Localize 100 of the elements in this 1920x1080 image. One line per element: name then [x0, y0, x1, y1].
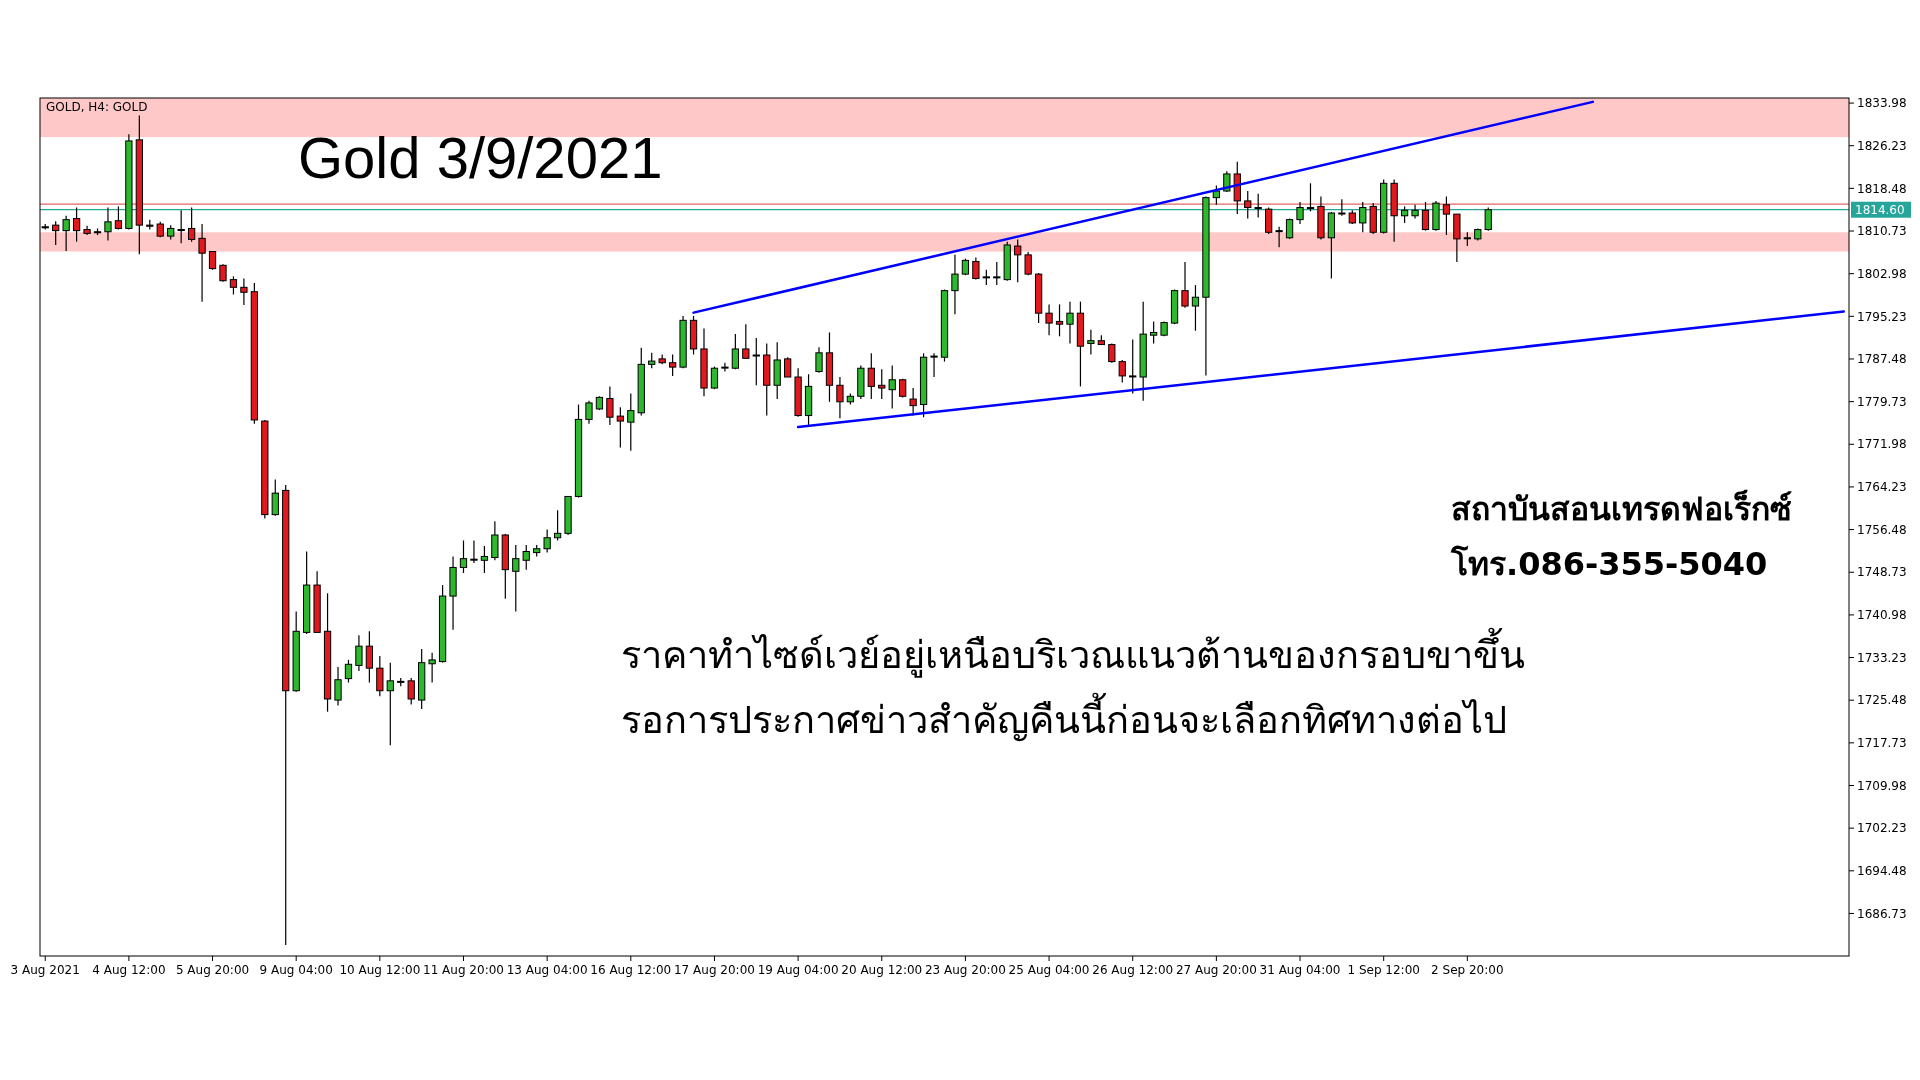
- candlestick: [198, 223, 206, 303]
- x-tick-label: 16 Aug 12:00: [590, 963, 672, 977]
- candlestick: [459, 539, 468, 574]
- candlestick: [365, 630, 374, 684]
- candlestick: [1421, 201, 1430, 232]
- candlestick: [993, 261, 1001, 286]
- candlestick: [627, 392, 635, 452]
- candlestick: [867, 352, 875, 400]
- candlestick: [386, 662, 394, 746]
- candlestick: [334, 666, 342, 707]
- y-tick-label: 1787.48: [1857, 352, 1907, 367]
- candlestick: [240, 277, 248, 306]
- x-tick-label: 23 Aug 20:00: [924, 963, 1006, 977]
- candlestick: [1108, 342, 1116, 364]
- candlestick: [480, 545, 489, 574]
- candlestick: [1296, 201, 1304, 225]
- y-tick-label: 1795.23: [1857, 309, 1907, 324]
- candlestick: [62, 215, 70, 252]
- candlestick: [1066, 301, 1074, 345]
- candlestick: [187, 206, 196, 243]
- x-tick-label: 9 Aug 04:00: [259, 963, 333, 977]
- candlestick: [1411, 204, 1419, 220]
- candlestick: [784, 356, 792, 378]
- y-tick-label: 1764.23: [1857, 480, 1907, 495]
- candlestick: [815, 346, 823, 374]
- y-tick-label: 1756.48: [1857, 522, 1907, 537]
- candlestick: [742, 323, 750, 359]
- y-tick-label: 1686.73: [1857, 906, 1907, 921]
- candlestick: [229, 275, 238, 296]
- candlestick: [951, 254, 959, 315]
- y-tick-label: 1717.73: [1857, 736, 1907, 751]
- y-tick-label: 1802.98: [1857, 266, 1907, 281]
- candlestick: [208, 250, 217, 271]
- candlestick: [553, 509, 562, 542]
- candlestick: [752, 337, 760, 386]
- y-tick-label: 1694.48: [1857, 864, 1907, 879]
- x-tick-label: 10 Aug 12:00: [339, 963, 421, 977]
- x-tick-label: 20 Aug 12:00: [841, 963, 923, 977]
- y-tick-label: 1748.73: [1857, 565, 1907, 580]
- y-tick-label: 1733.23: [1857, 650, 1907, 665]
- candlestick: [407, 677, 415, 706]
- candlestick: [585, 400, 593, 425]
- x-tick-label: 4 Aug 12:00: [92, 963, 166, 977]
- y-tick-label: 1826.23: [1857, 138, 1907, 153]
- candlestick: [177, 209, 185, 244]
- y-tick-label: 1702.23: [1857, 821, 1907, 836]
- candlestick: [1244, 190, 1252, 220]
- candlestick: [721, 362, 729, 373]
- candlestick: [1442, 195, 1451, 236]
- candlestick: [1118, 359, 1126, 384]
- candlestick: [543, 528, 551, 554]
- candlestick: [1191, 284, 1200, 332]
- y-tick-label: 1740.98: [1857, 608, 1907, 623]
- candlestick: [1045, 303, 1053, 336]
- x-tick-label: 5 Aug 20:00: [175, 963, 250, 977]
- candlestick: [606, 385, 614, 426]
- candlestick: [1150, 320, 1158, 345]
- y-tick-label: 1818.48: [1857, 181, 1907, 196]
- candlestick: [1254, 193, 1262, 219]
- candlestick: [104, 206, 112, 242]
- candlestick: [1359, 201, 1367, 233]
- candlestick: [1484, 206, 1492, 232]
- x-tick-label: 1 Sep 12:00: [1347, 963, 1420, 977]
- y-tick-label: 1725.48: [1857, 693, 1907, 708]
- ref-line-label: 1814.60: [1855, 202, 1905, 217]
- candlestick: [1306, 182, 1315, 212]
- y-tick-label: 1709.98: [1857, 778, 1907, 793]
- candlestick: [355, 634, 363, 672]
- annotation: โทร.086-355-5040: [1450, 545, 1768, 583]
- candlestick: [1181, 261, 1189, 309]
- y-tick-label: 1779.73: [1857, 394, 1907, 409]
- candlestick: [1275, 226, 1283, 248]
- candlestick: [1129, 339, 1137, 395]
- x-tick-label: 13 Aug 04:00: [506, 963, 588, 977]
- candlestick: [470, 539, 478, 564]
- x-tick-label: 25 Aug 04:00: [1008, 963, 1090, 977]
- candlestick: [616, 406, 624, 449]
- annotation: ราคาทำไซด์เวย์อยู่เหนือบริเวณแนวต้านของกรอบขาขึ้น: [621, 627, 1525, 678]
- candlestick: [668, 353, 677, 377]
- y-tick-label: 1833.98: [1857, 96, 1907, 111]
- chart-subtitle: GOLD, H4: GOLD: [46, 100, 148, 114]
- x-tick-label: 3 Aug 2021: [10, 963, 80, 977]
- y-tick-label: 1810.73: [1857, 224, 1907, 239]
- candlestick: [376, 655, 384, 697]
- x-tick-label: 2 Sep 20:00: [1431, 963, 1504, 977]
- candlestick: [878, 368, 886, 400]
- candlestick: [731, 333, 739, 370]
- candlestick: [52, 220, 60, 246]
- candlestick: [271, 478, 279, 517]
- y-tick-label: 1771.98: [1857, 437, 1907, 452]
- x-tick-label: 27 Aug 20:00: [1175, 963, 1257, 977]
- x-tick-label: 11 Aug 20:00: [423, 963, 504, 977]
- candlestick: [1087, 329, 1095, 356]
- candlestick: [522, 544, 530, 571]
- text: Gold 3/9/2021: [298, 125, 663, 190]
- x-tick-label: 26 Aug 12:00: [1092, 963, 1174, 977]
- candlestick: [512, 544, 520, 613]
- candlestick: [344, 659, 353, 684]
- annotation: สถาบันสอนเทรดฟอเร็กซ์: [1451, 489, 1792, 528]
- candlestick: [930, 352, 938, 378]
